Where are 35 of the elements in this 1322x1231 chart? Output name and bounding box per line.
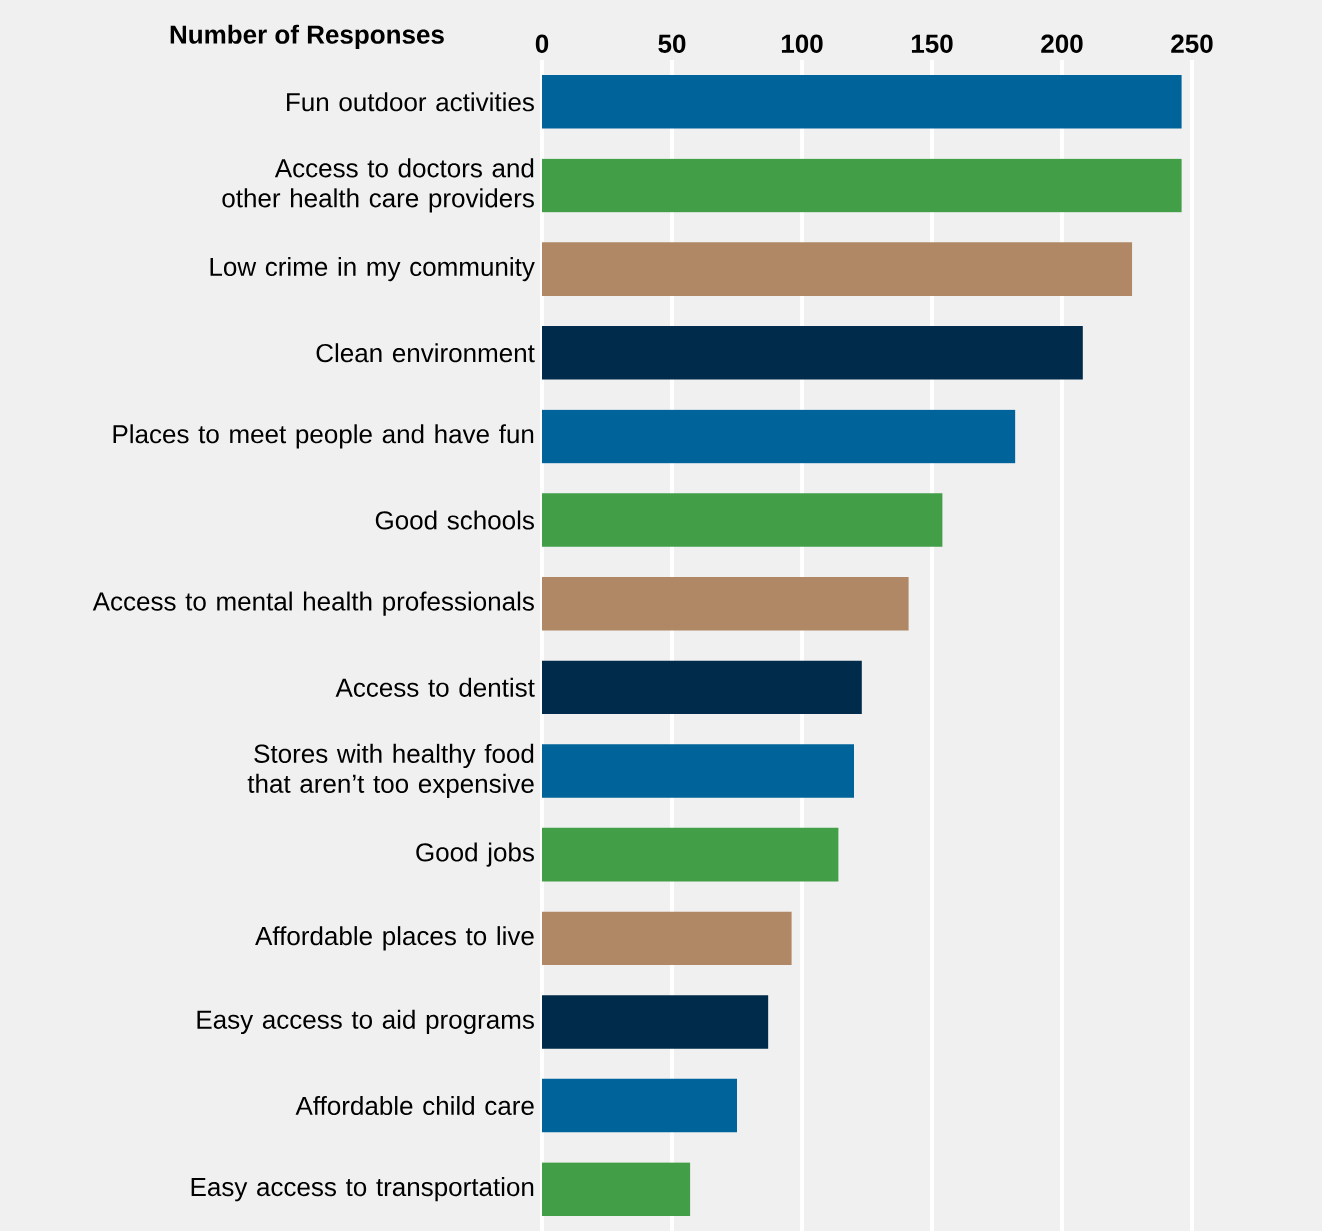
bar bbox=[542, 911, 792, 966]
bar bbox=[542, 75, 1182, 129]
bar bbox=[542, 576, 909, 631]
y-tick-label: Stores with healthy food that aren’t too expensive bbox=[247, 743, 534, 799]
x-tick-label: 200 bbox=[1041, 34, 1083, 53]
y-tick-label: Fun outdoor activities bbox=[287, 92, 534, 112]
x-tick-label: 100 bbox=[781, 34, 823, 53]
y-tick-label: Easy access to transportation bbox=[191, 1177, 534, 1202]
y-tick-label: Good schools bbox=[375, 510, 534, 530]
bar bbox=[542, 409, 1016, 464]
y-tick-label: Easy access to aid programs bbox=[197, 1009, 534, 1035]
bar bbox=[542, 1078, 737, 1133]
y-tick-label: Access to mental health professionals bbox=[92, 591, 534, 616]
y-tick-label: Access to dentist bbox=[335, 677, 535, 697]
y-tick-label: Clean environment bbox=[316, 343, 535, 363]
x-tick-label: 250 bbox=[1171, 34, 1213, 53]
bar bbox=[542, 1162, 691, 1216]
bar bbox=[542, 158, 1182, 213]
bar bbox=[542, 827, 839, 882]
bar bbox=[542, 325, 1083, 380]
y-tick-label: Good jobs bbox=[416, 842, 534, 867]
x-tick-label: 150 bbox=[911, 34, 953, 53]
bar bbox=[542, 493, 943, 547]
y-tick-label: Affordable child care bbox=[295, 1095, 534, 1116]
bar bbox=[542, 660, 862, 715]
y-tick-label: Low crime in my community bbox=[210, 256, 535, 282]
y-tick-label: Affordable places to live bbox=[255, 926, 534, 951]
x-tick-label: 0 bbox=[535, 34, 549, 53]
bar bbox=[542, 995, 769, 1049]
bar bbox=[542, 744, 854, 798]
x-tick-label: 50 bbox=[658, 34, 686, 53]
bar bbox=[542, 242, 1133, 296]
y-tick-label: Places to meet people and have fun bbox=[113, 424, 534, 449]
y-tick-label: Access to doctors and other health care providers bbox=[222, 158, 534, 213]
x-axis-title: Number of Responses bbox=[170, 24, 444, 49]
